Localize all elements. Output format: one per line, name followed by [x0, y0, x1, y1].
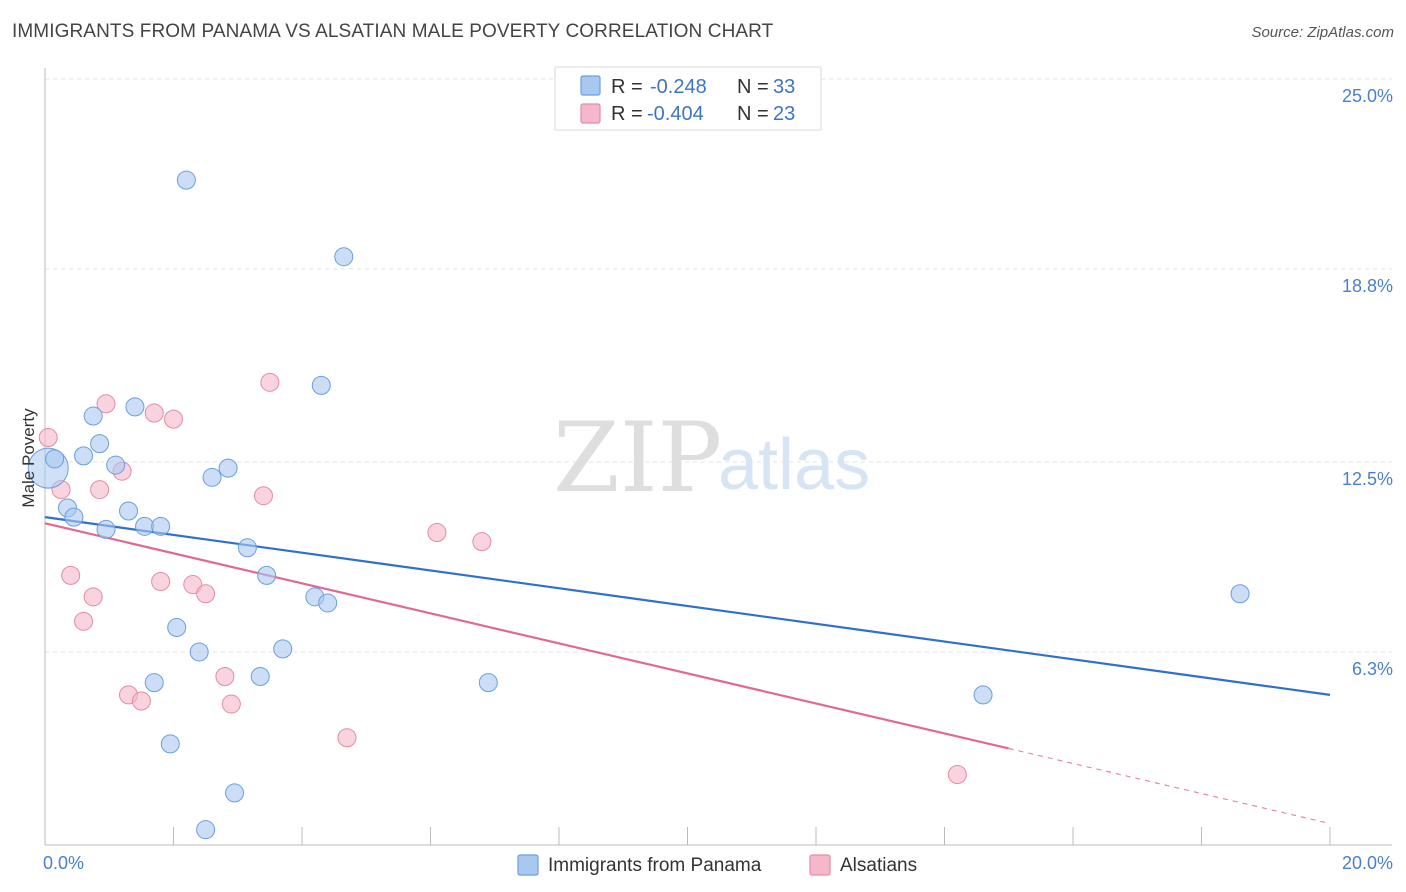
point-panama-32 — [1230, 584, 1250, 604]
point-panama-11 — [135, 516, 155, 536]
legend-r-label-alsatians: R = — [611, 103, 643, 125]
point-panama-7 — [96, 519, 116, 539]
source-label: Source: ZipAtlas.com — [1251, 24, 1394, 41]
legend-n-label-alsatians: N = — [737, 103, 769, 125]
point-alsatians-6 — [96, 394, 116, 414]
y-tick-label-3: 25.0% — [1342, 86, 1393, 106]
point-alsatians-20 — [427, 522, 447, 542]
point-alsatians-17 — [253, 486, 273, 506]
point-panama-1 — [45, 449, 65, 469]
point-panama-24 — [257, 565, 277, 585]
point-alsatians-19 — [337, 728, 357, 748]
point-alsatians-9 — [131, 691, 151, 711]
point-panama-14 — [160, 734, 180, 754]
point-panama-8 — [106, 455, 126, 475]
correlation-legend: R = -0.248 N = 33 R = -0.404 N = 23 — [554, 66, 822, 131]
point-panama-13 — [151, 516, 171, 536]
point-alsatians-13 — [183, 575, 203, 595]
point-panama-15 — [167, 617, 187, 637]
point-alsatians-2 — [61, 565, 81, 585]
watermark-atlas: atlas — [718, 425, 870, 505]
point-alsatians-21 — [472, 532, 492, 552]
point-panama-27 — [318, 593, 338, 613]
grid-lines — [45, 78, 1392, 653]
y-tick-label-0: 6.3% — [1352, 659, 1393, 679]
y-tick-label-2: 18.8% — [1342, 276, 1393, 296]
watermark-zip: ZIP — [553, 402, 722, 514]
point-alsatians-12 — [164, 409, 183, 429]
trend-line-0 — [44, 516, 1331, 696]
point-panama-23 — [250, 666, 270, 686]
series-legend-label-panama: Immigrants from Panama — [548, 855, 762, 876]
legend-n-label-panama: N = — [737, 76, 769, 98]
point-alsatians-11 — [151, 571, 171, 591]
point-panama-12 — [144, 673, 164, 693]
point-alsatians-5 — [90, 480, 110, 500]
y-axis-title: Male Poverty — [19, 408, 38, 508]
point-panama-3 — [64, 507, 84, 527]
point-panama-30 — [478, 673, 498, 693]
x-tick-label-0: 0.0% — [43, 853, 84, 873]
series-legend-swatch-panama — [517, 854, 539, 876]
x-tick-label-1: 20.0% — [1342, 853, 1393, 873]
point-alsatians-22 — [947, 765, 967, 785]
point-panama-10 — [125, 397, 145, 417]
point-panama-31 — [973, 685, 993, 705]
trend-line-1 — [44, 522, 1010, 750]
point-panama-19 — [202, 467, 222, 487]
series-legend: Immigrants from Panama Alsatians — [517, 854, 917, 876]
y-tick-label-1: 12.5% — [1342, 469, 1393, 489]
point-alsatians-16 — [221, 694, 241, 714]
point-panama-17 — [189, 642, 209, 662]
legend-swatch-panama — [580, 75, 601, 96]
trend-line-dashed-1 — [1008, 747, 1331, 825]
x-tick-labels: 0.0% 20.0% — [43, 853, 1393, 873]
watermark: ZIP atlas — [553, 402, 870, 514]
legend-r-value-alsatians: -0.404 — [647, 103, 704, 125]
point-alsatians-14 — [196, 584, 216, 604]
legend-r-value-panama: -0.248 — [650, 76, 707, 98]
point-panama-29 — [334, 247, 354, 267]
point-alsatians-0 — [38, 427, 58, 447]
legend-n-value-alsatians: 23 — [773, 103, 795, 125]
legend-swatch-alsatians — [580, 103, 601, 124]
point-panama-28 — [311, 375, 331, 395]
point-panama-16 — [176, 170, 196, 190]
point-panama-21 — [225, 783, 245, 803]
point-panama-4 — [74, 446, 94, 466]
series-legend-label-alsatians: Alsatians — [840, 855, 917, 876]
point-panama-9 — [119, 501, 139, 521]
y-tick-labels: 6.3% 12.5% 18.8% 25.0% — [1342, 86, 1393, 679]
point-alsatians-15 — [215, 666, 235, 686]
legend-r-label-panama: R = — [611, 76, 643, 98]
chart-title: IMMIGRANTS FROM PANAMA VS ALSATIAN MALE … — [12, 21, 774, 42]
point-alsatians-10 — [144, 403, 164, 423]
point-panama-6 — [90, 434, 110, 454]
point-panama-20 — [218, 458, 238, 478]
point-alsatians-4 — [83, 587, 103, 607]
series-legend-swatch-alsatians — [809, 854, 831, 876]
point-panama-18 — [196, 820, 216, 840]
data-points — [27, 170, 1250, 840]
point-alsatians-18 — [260, 372, 280, 392]
point-panama-5 — [83, 406, 103, 426]
point-panama-25 — [273, 639, 293, 659]
point-panama-22 — [237, 538, 257, 558]
legend-n-value-panama: 33 — [773, 76, 795, 98]
trend-lines — [44, 516, 1331, 825]
point-alsatians-3 — [74, 611, 94, 631]
